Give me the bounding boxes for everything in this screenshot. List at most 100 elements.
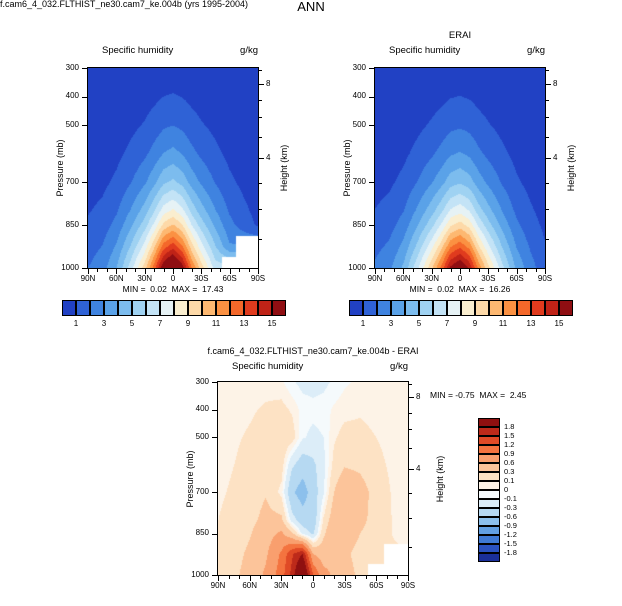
- erai-colorbar-cell: [433, 300, 447, 316]
- erai-colorbar-cell: [461, 300, 475, 316]
- pressure-tick-label: 400: [65, 91, 79, 101]
- erai-colorbar-tick-label: 13: [526, 319, 536, 328]
- latitude-tick-label: 30S: [337, 581, 352, 590]
- erai-colorbar-tick-label: 15: [554, 319, 564, 328]
- diff-colorbar-tick-label: -1.8: [504, 548, 517, 557]
- erai-colorbar-tick-label: 3: [388, 319, 394, 328]
- height-minor-tick: [259, 136, 262, 138]
- model-plot-frame: [87, 67, 259, 269]
- model-contour-canvas: [88, 68, 258, 268]
- latitude-tick: [173, 269, 174, 274]
- latitude-tick: [218, 576, 219, 581]
- latitude-tick-label: 30N: [137, 274, 152, 283]
- height-minor-tick: [259, 182, 262, 184]
- latitude-minor-tick: [365, 576, 367, 579]
- latitude-tick-label: 90N: [210, 581, 226, 590]
- latitude-tick: [460, 269, 461, 274]
- diff-colorbar-cell: [478, 517, 500, 526]
- pressure-tick-label: 850: [352, 219, 366, 229]
- model-colorbar-tick-label: 9: [185, 319, 191, 328]
- erai-colorbar-cell: [405, 300, 419, 316]
- latitude-minor-tick: [106, 269, 108, 272]
- erai-contour-canvas: [375, 68, 545, 268]
- latitude-tick-label: 30S: [194, 274, 209, 283]
- latitude-minor-tick: [182, 269, 184, 272]
- latitude-minor-tick: [384, 269, 386, 272]
- latitude-minor-tick: [507, 269, 509, 272]
- erai-colorbar-tick-label: 11: [498, 319, 508, 328]
- pressure-tick-label: 300: [195, 376, 209, 386]
- height-minor-tick: [409, 547, 412, 549]
- height-axis-title: Height (km): [435, 455, 446, 502]
- height-minor-tick: [546, 117, 549, 119]
- latitude-minor-tick: [412, 269, 414, 272]
- model-colorbar-cell: [272, 300, 286, 316]
- model-colorbar-cell: [216, 300, 230, 316]
- season-title: ANN: [297, 0, 325, 14]
- pressure-tick-label: 400: [195, 404, 209, 414]
- model-colorbar-tick-label: 3: [101, 319, 107, 328]
- pressure-tick-label: 850: [195, 528, 209, 538]
- height-tick-label: 8: [266, 78, 271, 88]
- diff-colorbar-tick-label: -1.2: [504, 530, 517, 539]
- diff-colorbar-tick-label: 1.8: [504, 422, 515, 431]
- diff-colorbar-cell: [478, 463, 500, 472]
- latitude-minor-tick: [163, 269, 165, 272]
- diff-colorbar-cell: [478, 490, 500, 499]
- height-minor-tick: [259, 117, 262, 119]
- erai-units-label: g/kg: [527, 45, 545, 56]
- latitude-minor-tick: [220, 269, 222, 272]
- diff-colorbar-tick-label: 0.9: [504, 449, 515, 458]
- latitude-tick-label: 90S: [250, 274, 266, 283]
- latitude-minor-tick: [469, 269, 471, 272]
- latitude-tick: [258, 269, 259, 274]
- diff-contour-canvas: [218, 382, 408, 575]
- latitude-tick: [116, 269, 118, 274]
- erai-colorbar-cell: [391, 300, 405, 316]
- diff-colorbar-tick-label: -0.3: [504, 503, 517, 512]
- diff-colorbar-cell: [478, 418, 500, 427]
- diff-colorbar-tick-label: 0: [504, 485, 509, 494]
- latitude-tick-label: 90S: [400, 581, 416, 590]
- latitude-tick: [488, 269, 490, 274]
- latitude-minor-tick: [239, 269, 241, 272]
- latitude-minor-tick: [228, 576, 230, 579]
- latitude-tick-label: 90N: [367, 274, 383, 283]
- pressure-tick-label: 1000: [61, 262, 79, 272]
- diff-colorbar-tick-label: 0.1: [504, 476, 515, 485]
- latitude-minor-tick: [239, 576, 241, 579]
- diff-colorbar-tick-label: -0.1: [504, 494, 517, 503]
- height-tick-label: 4: [266, 152, 271, 162]
- diff-colorbar-cell: [478, 535, 500, 544]
- latitude-minor-tick: [334, 576, 336, 579]
- pressure-tick: [369, 182, 374, 184]
- model-field-title: Specific humidity: [102, 45, 174, 56]
- diff-colorbar-cell: [478, 427, 500, 436]
- pressure-axis-title: Pressure (mb): [55, 139, 66, 197]
- height-tick: [259, 158, 264, 160]
- erai-field-title: Specific humidity: [389, 45, 461, 56]
- latitude-tick-label: 0: [170, 274, 176, 283]
- height-tick-label: 4: [416, 463, 421, 473]
- latitude-minor-tick: [397, 576, 399, 579]
- latitude-minor-tick: [191, 269, 193, 272]
- pressure-tick-label: 700: [195, 486, 209, 496]
- model-colorbar-cell: [132, 300, 146, 316]
- erai-colorbar-tick-label: 9: [472, 319, 478, 328]
- diff-colorbar-cell: [478, 544, 500, 553]
- latitude-tick: [403, 269, 405, 274]
- diff-units-label: g/kg: [390, 361, 408, 372]
- pressure-tick: [369, 268, 374, 269]
- latitude-tick: [313, 576, 314, 581]
- latitude-tick-label: 90S: [537, 274, 553, 283]
- pressure-axis-title: Pressure (mb): [342, 139, 353, 197]
- latitude-tick-label: 60N: [242, 581, 257, 590]
- diff-colorbar-tick-label: -1.5: [504, 539, 517, 548]
- pressure-tick: [212, 492, 217, 494]
- height-tick-label: 8: [553, 78, 558, 88]
- model-colorbar-tick-label: 11: [211, 319, 221, 328]
- pressure-tick: [369, 125, 374, 127]
- latitude-minor-tick: [135, 269, 137, 272]
- diff-plot-frame: [217, 381, 409, 576]
